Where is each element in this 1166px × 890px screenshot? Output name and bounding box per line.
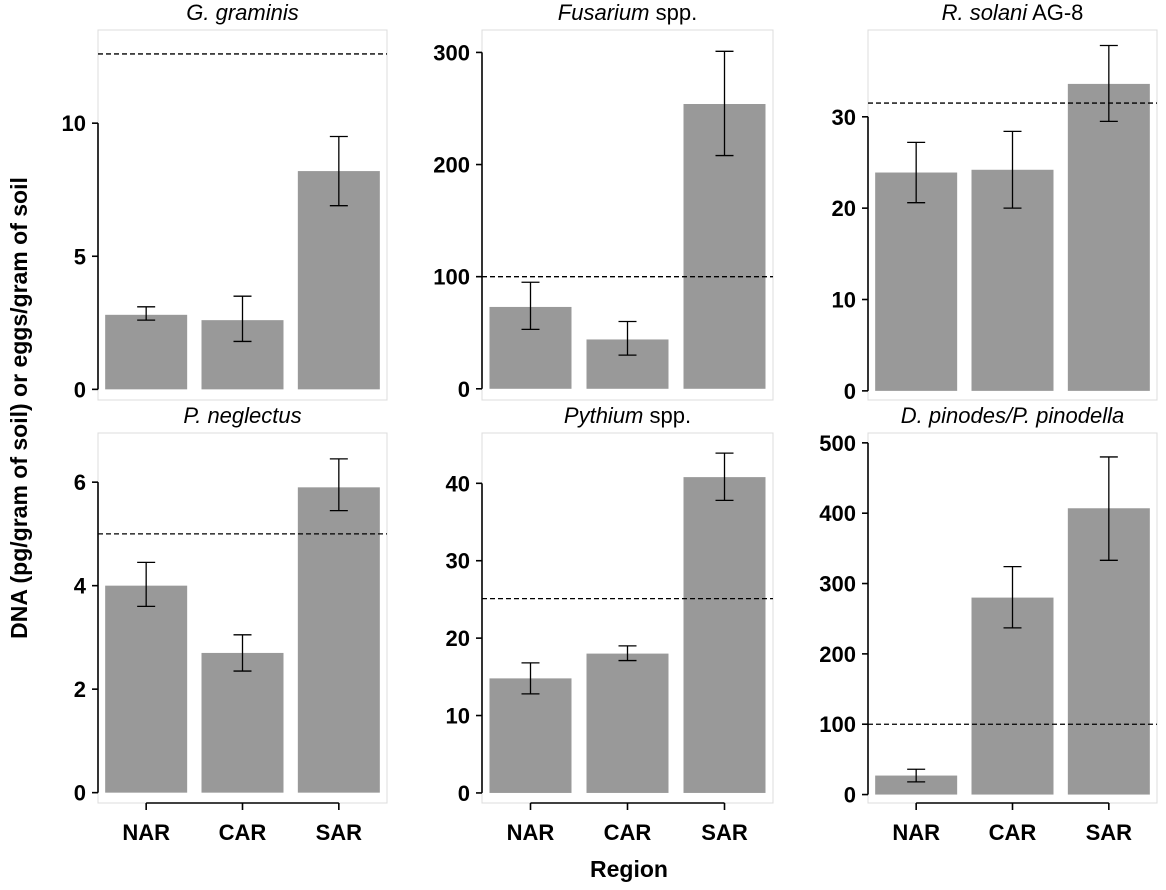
y-tick-label: 200 [819,642,856,667]
chart-panel-2: 0 100 200 300 Fusarium spp. [433,0,774,402]
x-tick-label-nar: NAR [507,820,555,845]
x-tick-label-nar: NAR [892,820,940,845]
y-tick-label: 40 [446,471,470,496]
bar-sar [683,477,766,793]
panel-title: Fusarium spp. [558,0,697,25]
chart-panel-5: 0 10 20 30 40 NAR CAR SAR Pythium spp. [446,403,774,845]
error-bar-car [233,634,252,672]
bar-car [586,653,669,793]
chart-panel-4: 0 2 4 6 NAR CAR SAR P. neglectus [74,403,388,845]
x-tick-label-car: CAR [219,820,267,845]
error-bar-sar [715,452,734,501]
y-tick-label: 300 [819,572,856,597]
y-tick-label: 500 [819,431,856,456]
y-tick-label: 300 [433,40,470,65]
y-tick-label: 4 [74,574,87,599]
panel-title: R. solani AG-8 [942,0,1084,25]
y-tick-label: 0 [74,377,86,402]
x-tick-label-sar: SAR [701,820,748,845]
chart-panel-3: 0 10 20 30 R. solani AG-8 [832,0,1158,404]
x-axis-title: Region [590,856,668,882]
y-tick-label: 20 [832,196,856,221]
error-bar-sar [715,50,734,157]
y-tick-label: 100 [819,712,856,737]
y-axis-title: DNA (pg/gram of soil) or eggs/gram of so… [6,177,32,639]
x-tick-label-sar: SAR [316,820,363,845]
y-tick-label: 10 [62,111,86,136]
error-bar-sar [329,458,348,512]
error-bar-nar [137,306,156,321]
panel-title: D. pinodes/P. pinodella [901,403,1124,428]
bar-nar [105,314,188,390]
y-tick-label: 0 [458,781,470,806]
y-tick-label: 5 [74,244,86,269]
y-tick-label: 30 [446,549,470,574]
x-tick-label-car: CAR [989,820,1037,845]
error-bar-nar [907,141,926,204]
y-tick-label: 200 [433,153,470,178]
panel-title: P. neglectus [183,403,301,428]
bar-sar [297,487,380,793]
y-tick-label: 30 [832,105,856,130]
error-bar-nar [137,561,156,608]
y-tick-label: 0 [844,783,856,808]
bar-sar [297,171,380,390]
error-bar-car [233,295,252,343]
y-tick-label: 100 [433,265,470,290]
panel-title: Pythium spp. [564,403,691,428]
y-tick-label: 0 [74,781,86,806]
error-bar-car [1003,566,1022,629]
y-tick-label: 0 [458,377,470,402]
bar-nar [875,775,958,795]
panel-title: G. graminis [186,0,298,25]
bar-car [201,652,284,793]
y-tick-label: 400 [819,501,856,526]
y-tick-label: 10 [446,704,470,729]
chart-panel-1: 0 5 10 G. graminis [62,0,388,402]
error-bar-nar [521,281,540,331]
y-tick-label: 6 [74,470,86,495]
y-tick-label: 2 [74,677,86,702]
x-tick-label-nar: NAR [122,820,170,845]
error-bar-car [1003,130,1022,209]
error-bar-sar [1099,456,1118,561]
y-tick-label: 20 [446,626,470,651]
bar-nar [105,585,188,793]
y-tick-label: 10 [832,288,856,313]
bar-nar [489,678,572,793]
x-tick-label-car: CAR [604,820,652,845]
error-bar-car [618,320,637,356]
error-bar-car [618,645,637,662]
error-bar-sar [329,135,348,207]
bar-car [971,597,1054,795]
error-bar-sar [1099,44,1118,123]
bar-nar [875,172,958,391]
error-bar-nar [907,768,926,783]
y-tick-label: 0 [844,379,856,404]
bar-sar [1067,83,1150,391]
x-tick-label-sar: SAR [1086,820,1133,845]
error-bar-nar [521,662,540,695]
chart-panel-6: 0 100 200 300 400 500 NAR CAR SAR D. pinodes/P. p… [819,403,1158,845]
